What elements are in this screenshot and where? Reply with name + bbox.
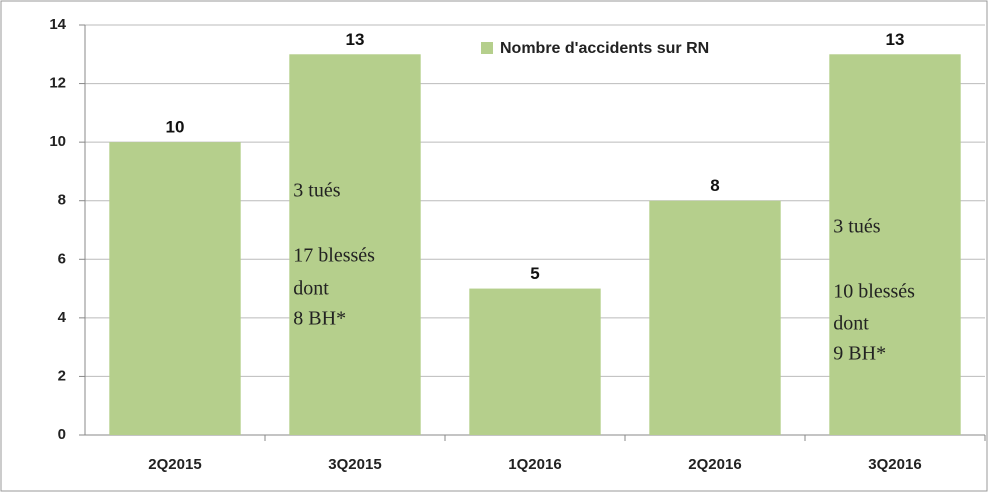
data-label: 13 (346, 30, 365, 49)
y-tick-label: 8 (58, 192, 66, 209)
y-tick-label: 14 (49, 16, 66, 33)
x-tick-label: 1Q2016 (508, 456, 561, 473)
annotation: 9 BH* (833, 343, 886, 365)
y-tick-label: 6 (58, 250, 66, 267)
x-tick-label: 3Q2015 (328, 456, 381, 473)
data-label: 13 (886, 30, 905, 49)
y-tick-label: 12 (49, 75, 66, 92)
data-label: 5 (530, 264, 539, 283)
data-label: 8 (710, 176, 719, 195)
annotation: 8 BH* (293, 308, 346, 330)
annotation: 10 blessés (833, 281, 915, 303)
bar (469, 288, 601, 435)
annotation: 3 tués (833, 216, 880, 238)
legend-swatch (481, 42, 493, 54)
y-tick-label: 10 (49, 133, 66, 150)
bar (109, 142, 241, 435)
annotation: 3 tués (293, 180, 340, 202)
y-tick-label: 2 (58, 367, 66, 384)
bar (649, 200, 781, 435)
legend-label: Nombre d'accidents sur RN (500, 40, 709, 57)
annotation: 17 blessés (293, 245, 375, 267)
annotation: dont (293, 278, 329, 300)
bar (829, 54, 961, 436)
y-tick-label: 0 (58, 426, 66, 443)
x-tick-label: 3Q2016 (868, 456, 921, 473)
data-label: 10 (166, 118, 185, 137)
y-tick-label: 4 (58, 309, 67, 326)
annotation: dont (833, 313, 869, 335)
x-tick-label: 2Q2015 (148, 456, 201, 473)
x-tick-label: 2Q2016 (688, 456, 741, 473)
bar (289, 54, 421, 436)
